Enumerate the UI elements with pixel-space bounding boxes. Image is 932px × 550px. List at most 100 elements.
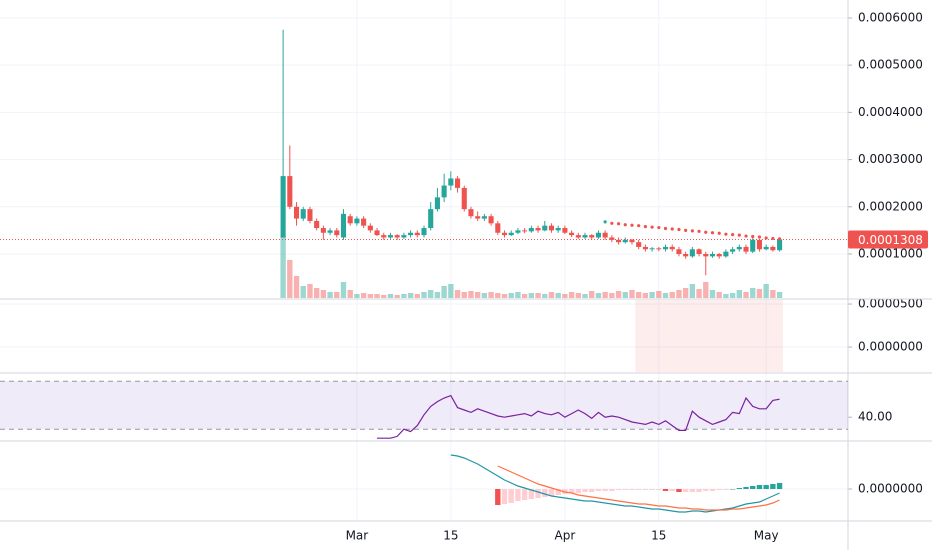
- volume-bar: [441, 286, 447, 298]
- candle-body: [522, 230, 528, 232]
- candle-body: [609, 237, 615, 240]
- candle-body: [622, 239, 628, 243]
- candle-body: [314, 220, 320, 229]
- macd-histogram-bar: [595, 489, 602, 491]
- volume-bar: [589, 291, 595, 298]
- volume-bar: [770, 290, 776, 298]
- volume-bar: [287, 260, 293, 298]
- volume-bar: [360, 293, 367, 298]
- volume-bar: [428, 290, 434, 298]
- y-tick-label: 0.0001000: [858, 246, 923, 260]
- sar-dot: [697, 229, 701, 233]
- y-tick-label: 0.0000000: [858, 340, 923, 354]
- volume-bar: [320, 290, 327, 298]
- y-tick-label: 0.0005000: [858, 58, 923, 72]
- candle-body: [575, 235, 581, 238]
- volume-bar: [629, 290, 635, 298]
- volume-bar: [662, 293, 669, 298]
- volume-bar: [676, 290, 682, 298]
- volume-bar: [381, 295, 387, 298]
- candle-body: [642, 246, 648, 250]
- volume-bar: [548, 292, 555, 298]
- candle-body: [468, 209, 474, 217]
- macd-histogram-bar: [689, 489, 696, 492]
- sar-dot: [650, 225, 654, 229]
- volume-bar: [615, 291, 622, 298]
- candle-body: [562, 228, 568, 233]
- macd-histogram-bar: [763, 485, 769, 489]
- volume-bar: [454, 290, 461, 298]
- volume-bar: [642, 293, 649, 298]
- macd-histogram-bar: [548, 489, 555, 496]
- candle-body: [730, 249, 736, 252]
- sar-dot: [737, 233, 741, 237]
- candle-body: [535, 228, 541, 231]
- macd-histogram-bar: [609, 489, 615, 491]
- candle-body: [340, 213, 347, 238]
- volume-bar: [682, 288, 689, 298]
- macd-histogram-bar: [669, 489, 675, 491]
- candle-body: [488, 216, 494, 224]
- macd-histogram-bar: [622, 489, 628, 490]
- macd-histogram-bar: [542, 489, 548, 497]
- macd-histogram-bar: [615, 489, 622, 490]
- sar-dot: [751, 234, 755, 239]
- candle-body: [723, 251, 729, 257]
- volume-bar: [562, 294, 568, 298]
- macd-histogram-bar: [602, 489, 608, 491]
- candle-body: [582, 235, 588, 238]
- sar-dot: [610, 221, 614, 225]
- volume-bar: [501, 294, 508, 298]
- last-price-box: [848, 230, 928, 249]
- volume-bar: [689, 284, 696, 298]
- volume-bar: [649, 292, 655, 298]
- volume-bar: [334, 292, 340, 298]
- candle-body: [448, 178, 454, 186]
- sar-dot: [677, 227, 681, 232]
- sar-dot: [724, 232, 728, 236]
- macd-histogram-bar: [729, 489, 736, 490]
- volume-bar: [696, 289, 702, 298]
- candle-body: [649, 248, 655, 250]
- volume-bar: [468, 291, 474, 298]
- x-tick-label: 15: [443, 529, 458, 543]
- volume-bar: [327, 292, 333, 298]
- candle-body: [750, 239, 756, 252]
- candle-body: [334, 230, 340, 236]
- candle-body: [441, 185, 447, 198]
- volume-bar: [756, 289, 763, 298]
- sar-dot: [690, 229, 694, 233]
- candle-body: [320, 228, 326, 233]
- y-tick-label: 0.0006000: [858, 10, 923, 24]
- candle-body: [287, 176, 293, 207]
- volume-bar: [736, 290, 742, 298]
- candle-body: [501, 232, 508, 236]
- sar-dot: [603, 220, 607, 224]
- volume-bar: [656, 291, 662, 298]
- volume-bar: [407, 293, 414, 298]
- macd-histogram-bar: [521, 489, 528, 500]
- macd-line: [497, 465, 780, 511]
- sar-dot: [771, 236, 775, 241]
- volume-bar: [300, 286, 306, 298]
- candle-body: [367, 225, 373, 231]
- macd-histogram-bar: [662, 489, 669, 491]
- x-tick-label: Mar: [346, 529, 369, 543]
- candle-body: [307, 209, 313, 221]
- candle-body: [555, 228, 561, 231]
- volume-bar: [582, 294, 588, 298]
- volume-bar: [568, 292, 575, 298]
- sar-dot: [663, 226, 668, 231]
- candle-body: [569, 232, 575, 236]
- macd-histogram-bar: [723, 489, 729, 490]
- volume-bar: [535, 293, 541, 298]
- macd-histogram-bar: [649, 489, 655, 490]
- candle-body: [381, 235, 387, 238]
- macd-histogram-bar: [756, 485, 763, 489]
- candle-body: [394, 235, 400, 238]
- volume-bar: [763, 284, 769, 298]
- volume-bar: [575, 293, 581, 298]
- rsi-line: [377, 394, 780, 439]
- macd-histogram-bar: [696, 489, 702, 492]
- candle-body: [387, 235, 394, 238]
